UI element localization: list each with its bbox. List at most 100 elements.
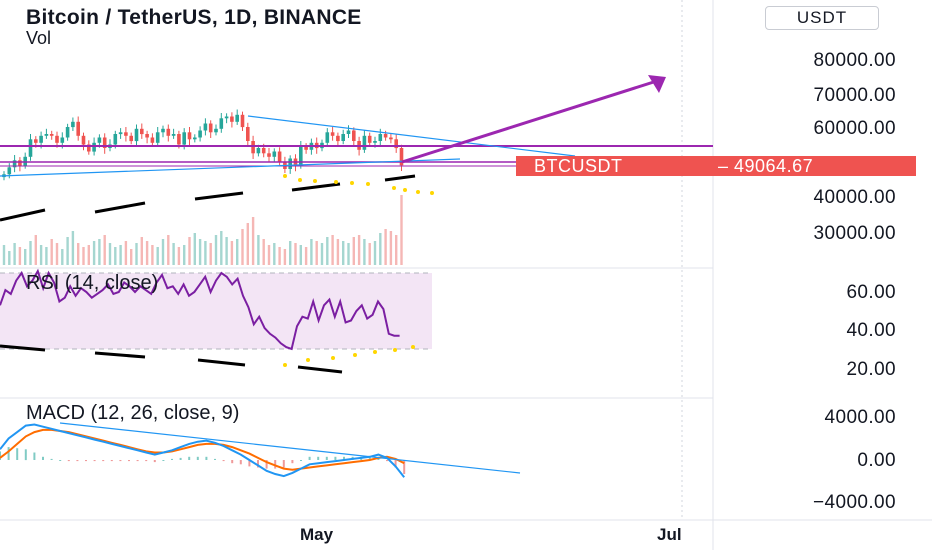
macd-histogram-bar: [222, 460, 225, 462]
dot-marker: [430, 191, 434, 195]
rsi-band: [0, 273, 432, 349]
volume-bar: [61, 249, 64, 265]
macd-histogram-bar: [317, 456, 320, 460]
volume-bar: [55, 243, 59, 265]
candle-body: [161, 128, 165, 133]
candle-body: [23, 156, 27, 166]
arrow-head: [648, 75, 666, 93]
rsi-support-dash: [94, 351, 146, 359]
volume-bar: [294, 243, 297, 265]
macd-tick-label: 0.00: [857, 450, 896, 471]
candle-body: [34, 139, 38, 143]
volume-bar: [357, 235, 361, 265]
macd-histogram-bar: [136, 460, 139, 462]
volume-bar: [389, 231, 393, 265]
candle-body: [182, 132, 186, 145]
volume-bar: [119, 245, 122, 265]
candle-body: [7, 167, 12, 175]
rsi-support-dash: [297, 365, 343, 374]
volume-bar: [273, 243, 276, 265]
macd-histogram-bar: [308, 456, 311, 460]
volume-bar: [230, 241, 234, 265]
candle-body: [76, 121, 80, 136]
volume-bar: [82, 247, 85, 265]
macd-tick-label: −4000.00: [813, 492, 896, 513]
symbol-title: Bitcoin / TetherUS, 1D, BINANCE: [26, 6, 362, 29]
macd-histogram-bar: [24, 449, 27, 461]
candle-body: [288, 158, 292, 169]
candle-body: [240, 114, 245, 128]
volume-bar: [289, 241, 292, 265]
macd-tick-label: 4000.00: [824, 407, 896, 428]
volume-bar: [347, 243, 350, 265]
candle-body: [171, 134, 176, 136]
rsi-dot-marker: [373, 350, 377, 354]
rsi-tick-label: 20.00: [846, 359, 896, 380]
candle-body: [39, 135, 43, 143]
candle-body: [277, 151, 282, 162]
macd-histogram-bar: [16, 448, 19, 460]
volume-bar: [214, 235, 218, 265]
macd-histogram-bar: [368, 456, 371, 460]
macd-histogram-bar: [231, 460, 234, 464]
volume-bar: [400, 195, 403, 265]
macd-histogram-bar: [239, 460, 242, 465]
candle-body: [272, 151, 277, 157]
candle-body: [129, 135, 133, 142]
macd-histogram-bar: [300, 460, 302, 461]
volume-bar: [34, 235, 37, 265]
volume-bar: [379, 233, 382, 265]
macd-histogram-bar: [42, 456, 44, 460]
volume-bar: [209, 243, 212, 265]
rsi-support-dash: [0, 344, 46, 352]
candle-body: [367, 135, 372, 143]
macd-histogram-bar: [274, 460, 277, 469]
macd-histogram-bar: [145, 460, 148, 462]
candle-body: [166, 128, 171, 136]
candle-body: [140, 128, 144, 135]
volume-bar: [39, 245, 43, 265]
rsi-pane: [0, 268, 432, 374]
support-dash: [291, 182, 341, 192]
volume-bar: [24, 249, 27, 265]
candle-body: [346, 130, 351, 134]
macd-histogram-bar: [214, 458, 216, 460]
macd-pane: [0, 422, 521, 478]
candle-body: [55, 135, 59, 143]
candle-body: [208, 123, 213, 133]
volume-bar: [336, 239, 340, 265]
macd-histogram-bar: [334, 456, 337, 460]
candle-body: [203, 123, 208, 131]
volume-bar: [395, 235, 398, 265]
rsi-line: [0, 268, 400, 351]
macd-histogram-bar: [85, 460, 87, 462]
volume-bar: [167, 235, 170, 265]
price-tag: [516, 156, 916, 176]
candle-body: [60, 137, 65, 143]
macd-histogram-bar: [59, 460, 62, 461]
currency-button[interactable]: USDT: [765, 6, 879, 30]
volume-bars: [2, 195, 403, 265]
rsi-dot-marker: [331, 356, 335, 360]
rsi-dot-marker: [306, 358, 310, 362]
candle-body: [394, 139, 398, 149]
macd-line: [0, 423, 405, 478]
volume-bar: [315, 241, 318, 265]
volume-bar: [145, 241, 149, 265]
volume-bar: [77, 243, 80, 265]
macd-histogram-bar: [76, 460, 79, 462]
y-tick-label: 70000.00: [813, 85, 896, 106]
rsi-support-dash: [197, 358, 246, 367]
price-tag-ticker: BTCUSDT: [534, 156, 623, 176]
macd-histogram-bar: [265, 460, 268, 469]
x-tick-label: May: [300, 525, 334, 544]
candle-body: [267, 153, 271, 157]
candle-body: [219, 118, 224, 129]
volume-bar: [114, 247, 117, 265]
candle-body: [150, 137, 155, 143]
volume-bar: [2, 245, 6, 265]
volume-bar: [320, 243, 324, 265]
candle-body: [362, 135, 367, 150]
dot-marker: [416, 190, 420, 194]
trendline-lower: [0, 158, 461, 177]
